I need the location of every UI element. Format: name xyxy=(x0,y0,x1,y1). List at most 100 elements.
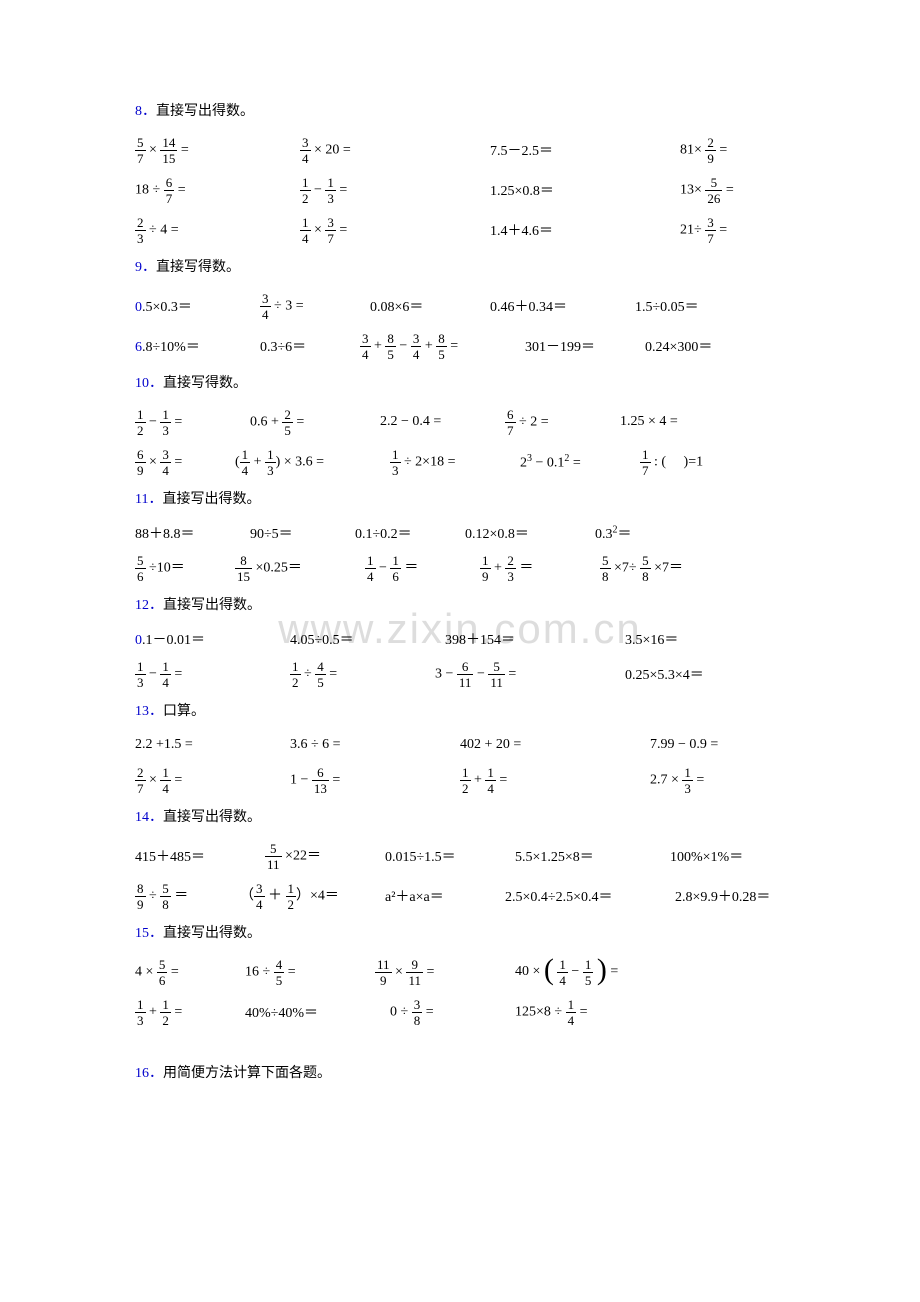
expr: 81× 29 = xyxy=(680,136,727,165)
expr: 13× 526 = xyxy=(680,176,734,205)
expr: 125×8 ÷ 14 = xyxy=(515,998,588,1027)
problem-number: 16． xyxy=(135,1066,163,1081)
expr-row: 415＋485＝ 511 ×22＝ 0.015÷1.5＝ 5.5×1.25×8＝… xyxy=(135,836,785,876)
expr-row: 88＋8.8＝ 90÷5＝ 0.1÷0.2＝ 0.12×0.8＝ 0.32＝ xyxy=(135,518,785,548)
expr: 4 × 56 = xyxy=(135,958,245,987)
expr: 2.2 +1.5 = xyxy=(135,737,290,753)
expr-row: 69 × 34 = (14 + 13) × 3.6 = 13 ÷ 2×18 = … xyxy=(135,442,785,482)
expr: 0.015÷1.5＝ xyxy=(385,846,515,866)
expr: 1.4＋4.6＝ xyxy=(490,220,680,240)
expr: 16 ÷ 45 = xyxy=(245,958,375,987)
problem-number: 15． xyxy=(135,926,163,941)
expr-row: 13 + 12 = 40%÷40%＝ 0 ÷ 38 = 125×8 ÷ 14 = xyxy=(135,992,785,1032)
expr: 17 : ( )=1 xyxy=(640,448,703,477)
problem-14-header: 14．直接写出得数。 xyxy=(135,806,785,826)
expr: 2.8×9.9＋0.28＝ xyxy=(675,886,770,906)
expr: 34 × 20 = xyxy=(300,136,490,165)
problem-16: 16．用简便方法计算下面各题。 xyxy=(135,1062,785,1082)
expr: 1 − 613 = xyxy=(290,766,460,795)
expr: 1.25×0.8＝ xyxy=(490,180,680,200)
expr: 301－199＝ xyxy=(525,336,645,356)
expr: 0.1－0.01＝ xyxy=(135,629,290,649)
expr: 0.6 + 25 = xyxy=(250,408,380,437)
expr: （34 ＋ 12）×4＝ xyxy=(240,882,385,911)
problem-number: 11． xyxy=(135,492,162,507)
expr-row: 57 × 1415 = 34 × 20 = 7.5－2.5＝ 81× 29 = xyxy=(135,130,785,170)
expr: 12 − 13 = xyxy=(135,408,250,437)
expr: 13 − 14 = xyxy=(135,660,290,689)
expr: a²＋a×a＝ xyxy=(385,886,505,906)
expr: 12 + 14 = xyxy=(460,766,650,795)
problem-13: 13．口算。 2.2 +1.5 = 3.6 ÷ 6 = 402 + 20 = 7… xyxy=(135,700,785,800)
expr: 7.5－2.5＝ xyxy=(490,140,680,160)
problem-15-header: 15．直接写出得数。 xyxy=(135,922,785,942)
expr: 0.1÷0.2＝ xyxy=(355,523,465,543)
problem-title: 直接写得数。 xyxy=(156,260,240,275)
expr: 119 × 911 = xyxy=(375,958,515,987)
problem-15: 15．直接写出得数。 4 × 56 = 16 ÷ 45 = 119 × 911 … xyxy=(135,922,785,1032)
problem-title: 直接写出得数。 xyxy=(163,926,261,941)
expr: 34 ÷ 3 = xyxy=(260,292,370,321)
expr: 2.7 × 13 = xyxy=(650,766,704,795)
expr: 0.3÷6＝ xyxy=(260,336,360,356)
expr: 0.24×300＝ xyxy=(645,336,712,356)
problem-title: 直接写出得数。 xyxy=(162,492,260,507)
expr-row: 23 ÷ 4 = 14 × 37 = 1.4＋4.6＝ 21÷ 37 = xyxy=(135,210,785,250)
problem-number: 14． xyxy=(135,810,163,825)
expr: 12 − 13 = xyxy=(300,176,490,205)
expr: 2.2 − 0.4 = xyxy=(380,414,505,430)
problem-11: 11．直接写出得数。 88＋8.8＝ 90÷5＝ 0.1÷0.2＝ 0.12×0… xyxy=(135,488,785,588)
problem-16-header: 16．用简便方法计算下面各题。 xyxy=(135,1062,785,1082)
expr: 88＋8.8＝ xyxy=(135,523,250,543)
expr: 69 × 34 = xyxy=(135,448,235,477)
problem-title: 直接写出得数。 xyxy=(163,810,261,825)
problem-8-header: 8．直接写出得数。 xyxy=(135,100,785,120)
expr-row: 27 × 14 = 1 − 613 = 12 + 14 = 2.7 × 13 = xyxy=(135,760,785,800)
expr: 27 × 14 = xyxy=(135,766,290,795)
problem-8: 8．直接写出得数。 57 × 1415 = 34 × 20 = 7.5－2.5＝… xyxy=(135,100,785,250)
expr: 21÷ 37 = xyxy=(680,216,727,245)
problem-12: 12．直接写出得数。 0.1－0.01＝ 4.05÷0.5＝ 398＋154＝ … xyxy=(135,594,785,694)
expr: 100%×1%＝ xyxy=(670,846,743,866)
expr: 511 ×22＝ xyxy=(265,842,385,871)
expr: 0.32＝ xyxy=(595,523,632,543)
expr: 89 ÷ 58 ＝ xyxy=(135,882,240,911)
problem-title: 直接写得数。 xyxy=(163,376,247,391)
problem-number: 8． xyxy=(135,104,156,119)
expr: 3.5×16＝ xyxy=(625,629,678,649)
problem-number: 13． xyxy=(135,704,163,719)
expr: 398＋154＝ xyxy=(445,629,625,649)
problem-number: 9． xyxy=(135,260,156,275)
expr: 0.12×0.8＝ xyxy=(465,523,595,543)
expr: 0.25×5.3×4＝ xyxy=(625,664,704,684)
expr-row: 0.5×0.3＝ 34 ÷ 3 = 0.08×6＝ 0.46＋0.34＝ 1.5… xyxy=(135,286,785,326)
expr: 12 ÷ 45 = xyxy=(290,660,435,689)
expr: 5.5×1.25×8＝ xyxy=(515,846,670,866)
problem-14: 14．直接写出得数。 415＋485＝ 511 ×22＝ 0.015÷1.5＝ … xyxy=(135,806,785,916)
expr: 0.46＋0.34＝ xyxy=(490,296,635,316)
problem-10-header: 10．直接写得数。 xyxy=(135,372,785,392)
expr-row: 0.1－0.01＝ 4.05÷0.5＝ 398＋154＝ 3.5×16＝ xyxy=(135,624,785,654)
problem-11-header: 11．直接写出得数。 xyxy=(135,488,785,508)
problem-title: 直接写出得数。 xyxy=(163,598,261,613)
expr: 90÷5＝ xyxy=(250,523,355,543)
expr: 1.25 × 4 = xyxy=(620,414,678,430)
expr-row: 12 − 13 = 0.6 + 25 = 2.2 − 0.4 = 67 ÷ 2 … xyxy=(135,402,785,442)
problem-title: 直接写出得数。 xyxy=(156,104,254,119)
problem-9-header: 9．直接写得数。 xyxy=(135,256,785,276)
expr: 0.08×6＝ xyxy=(370,296,490,316)
expr: 34 + 85 − 34 + 85 = xyxy=(360,332,525,361)
expr-row: 2.2 +1.5 = 3.6 ÷ 6 = 402 + 20 = 7.99 − 0… xyxy=(135,730,785,760)
expr: 14 − 16 ＝ xyxy=(365,554,480,583)
expr: 56 ÷10＝ xyxy=(135,554,235,583)
problem-10: 10．直接写得数。 12 − 13 = 0.6 + 25 = 2.2 − 0.4… xyxy=(135,372,785,482)
expr: 23 − 0.12 = xyxy=(520,453,640,472)
problem-9: 9．直接写得数。 0.5×0.3＝ 34 ÷ 3 = 0.08×6＝ 0.46＋… xyxy=(135,256,785,366)
expr: 7.99 − 0.9 = xyxy=(650,737,718,753)
expr: 67 ÷ 2 = xyxy=(505,408,620,437)
expr: 40%÷40%＝ xyxy=(245,1002,390,1022)
expr: 3.6 ÷ 6 = xyxy=(290,737,460,753)
problem-12-header: 12．直接写出得数。 xyxy=(135,594,785,614)
expr: 815 ×0.25＝ xyxy=(235,554,365,583)
expr: 58 ×7÷ 58 ×7＝ xyxy=(600,554,683,583)
